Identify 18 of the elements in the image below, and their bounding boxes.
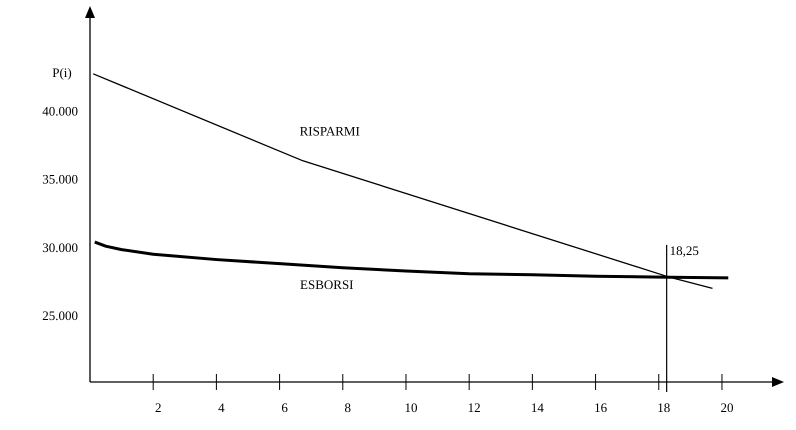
ref-line-label: 18,25 [670, 242, 699, 258]
x-tick-label: 2 [154, 400, 162, 415]
x-tick-label: 20 [720, 400, 734, 415]
y-tick-label: 40.000 [42, 103, 78, 118]
x-tick-label: 18 [657, 400, 670, 415]
x-tick-label: 8 [344, 400, 352, 415]
series-label: RISPARMI [300, 123, 360, 138]
x-tick-label: 10 [404, 400, 418, 415]
y-tick-label: 35.000 [42, 172, 78, 187]
y-axis-title: P(i) [52, 65, 72, 80]
x-tick-label: 14 [530, 400, 544, 415]
y-tick-label: 30.000 [42, 240, 78, 255]
x-tick-label: 4 [218, 400, 226, 415]
x-tick-label: 6 [281, 400, 288, 415]
series-label: ESBORSI [300, 276, 354, 292]
x-tick-label: 16 [594, 400, 608, 415]
x-tick-label: 12 [468, 400, 481, 415]
y-tick-label: 25.000 [42, 308, 78, 324]
